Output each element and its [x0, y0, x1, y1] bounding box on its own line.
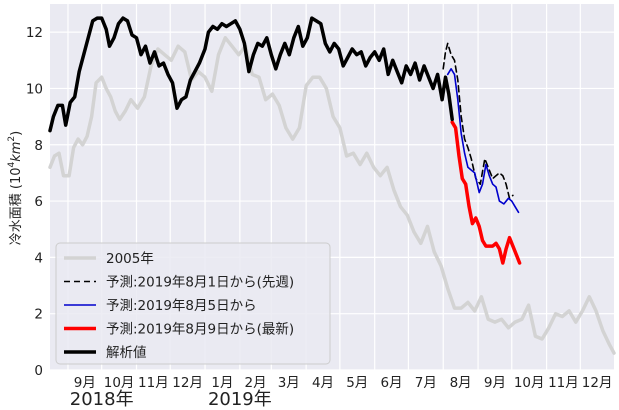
legend-label: 予測:2019年8月1日から(先週) — [106, 275, 294, 291]
y-axis-label-close: ) — [9, 131, 24, 136]
series-lines — [48, 16, 616, 355]
y-axis-label: 冷水面積 (104km2) — [7, 131, 24, 246]
legend-label: 解析値 — [106, 345, 147, 361]
x-tick-label: 12月 — [172, 375, 203, 391]
y-tick-label: 8 — [34, 138, 43, 154]
x-tick-label: 1月 — [211, 375, 233, 391]
legend-box — [55, 242, 331, 365]
series-line — [48, 16, 454, 133]
legend-label: 2005年 — [106, 251, 154, 267]
x-tick-label: 11月 — [548, 375, 579, 391]
x-tick-label: 6月 — [380, 375, 402, 391]
x-tick-label: 7月 — [415, 375, 437, 391]
y-axis-label-unit: km — [9, 142, 24, 162]
y-tick-label: 2 — [34, 307, 43, 323]
year-label: 2019年 — [208, 389, 272, 410]
legend-label: 予測:2019年8月9日から(最新) — [106, 322, 294, 338]
series-line — [446, 68, 520, 214]
x-tick-label: 8月 — [450, 375, 472, 391]
y-tick-label: 10 — [26, 81, 43, 97]
x-tick-label: 10月 — [514, 375, 545, 391]
year-labels: 2018年 2019年 — [70, 389, 272, 410]
y-axis-label-main: 冷水面積 (10 — [9, 168, 24, 246]
y-axis-label-unit-exponent: 2 — [7, 136, 17, 142]
y-tick-label: 12 — [26, 25, 43, 41]
x-tick-label: 12月 — [582, 375, 613, 391]
x-tick-label: 11月 — [138, 375, 169, 391]
series-line — [450, 120, 522, 265]
x-tick-label: 9月 — [74, 375, 96, 391]
x-tick-label: 3月 — [278, 375, 300, 391]
x-tick-label: 5月 — [346, 375, 368, 391]
x-tick-label: 4月 — [312, 375, 334, 391]
y-tick-labels: 0 2 4 6 8 10 12 — [26, 25, 43, 379]
y-axis-label-exponent: 4 — [7, 162, 17, 168]
y-tick-label: 4 — [34, 250, 43, 266]
y-tick-label: 6 — [34, 194, 43, 210]
x-tick-label: 9月 — [484, 375, 506, 391]
legend-label: 予測:2019年8月5日から — [106, 298, 257, 314]
x-tick-label: 10月 — [104, 375, 135, 391]
year-label: 2018年 — [70, 389, 134, 410]
x-tick-labels: 9月 10月 11月 12月 1月 2月 3月 4月 5月 6月 7月 8月 9月 10月 11月 12月 — [74, 375, 613, 391]
series-line — [48, 36, 616, 355]
y-tick-label: 0 — [34, 363, 43, 379]
x-tick-label: 2月 — [245, 375, 267, 391]
